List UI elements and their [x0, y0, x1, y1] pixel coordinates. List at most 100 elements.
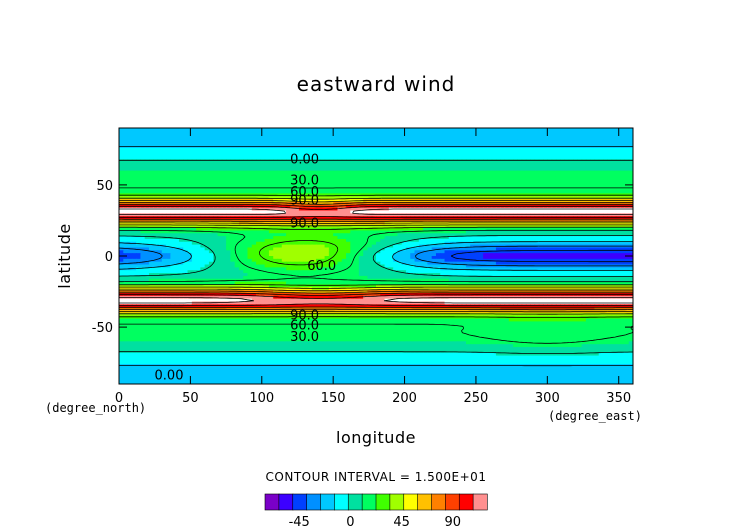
- field-cell: [311, 230, 317, 234]
- field-cell: [380, 184, 386, 189]
- field-cell: [500, 142, 506, 146]
- field-cell: [153, 173, 159, 177]
- field-cell: [380, 238, 386, 243]
- field-cell: [303, 236, 309, 240]
- field-cell: [508, 159, 514, 163]
- field-cell: [620, 184, 626, 189]
- field-cell: [170, 213, 176, 217]
- field-cell: [217, 159, 223, 163]
- field-cell: [260, 241, 266, 246]
- field-cell: [286, 216, 291, 220]
- field-cell: [316, 162, 321, 166]
- field-cell: [534, 199, 540, 203]
- field-cell: [140, 201, 146, 206]
- field-cell: [303, 187, 309, 192]
- field-cell: [628, 142, 633, 146]
- field-cell: [341, 210, 347, 214]
- field-cell: [127, 201, 133, 206]
- field-cell: [444, 139, 450, 143]
- field-cell: [324, 128, 330, 132]
- field-cell: [628, 238, 633, 243]
- field-cell: [294, 219, 300, 223]
- field-cell: [491, 179, 497, 183]
- field-cell: [213, 167, 219, 172]
- field-cell: [256, 201, 261, 206]
- field-cell: [294, 207, 300, 212]
- field-cell: [174, 176, 180, 180]
- field-cell: [119, 213, 124, 217]
- field-cell: [525, 241, 531, 246]
- field-cell: [615, 182, 621, 186]
- field-cell: [598, 153, 604, 158]
- field-cell: [573, 128, 578, 132]
- field-cell: [136, 227, 142, 231]
- field-cell: [127, 244, 133, 249]
- field-cell: [217, 147, 223, 152]
- field-cell: [256, 130, 261, 135]
- field-cell: [405, 216, 411, 220]
- field-cell: [547, 233, 553, 237]
- field-cell: [363, 233, 369, 237]
- field-cell: [551, 128, 557, 132]
- field-cell: [161, 199, 167, 203]
- field-cell: [448, 147, 454, 152]
- field-cell: [410, 210, 416, 214]
- field-cell: [290, 162, 296, 166]
- field-cell: [208, 244, 214, 249]
- field-cell: [508, 173, 514, 177]
- field-cell: [371, 136, 377, 140]
- field-cell: [324, 170, 330, 175]
- field-cell: [410, 176, 416, 180]
- field-cell: [513, 176, 518, 180]
- field-cell: [573, 210, 578, 214]
- field-cell: [457, 164, 463, 169]
- field-cell: [157, 184, 163, 189]
- field-cell: [196, 130, 201, 135]
- field-cell: [354, 187, 360, 192]
- field-cell: [200, 176, 206, 180]
- field-cell: [341, 136, 347, 140]
- field-cell: [273, 133, 279, 138]
- field-cell: [320, 238, 326, 243]
- field-cell: [440, 238, 446, 243]
- field-cell: [123, 147, 129, 152]
- field-cell: [620, 233, 626, 237]
- field-cell: [628, 230, 633, 234]
- field-cell: [354, 210, 360, 214]
- field-cell: [268, 142, 274, 146]
- field-cell: [136, 164, 142, 169]
- field-cell: [174, 210, 180, 214]
- field-cell: [444, 236, 450, 240]
- field-cell: [316, 241, 321, 246]
- field-cell: [217, 219, 223, 223]
- field-cell: [157, 213, 163, 217]
- field-cell: [607, 233, 613, 237]
- field-cell: [495, 227, 501, 231]
- field-cell: [465, 130, 471, 135]
- field-cell: [264, 230, 270, 234]
- field-cell: [500, 182, 506, 186]
- field-cell: [435, 213, 441, 217]
- field-cell: [427, 153, 433, 158]
- field-cell: [573, 230, 578, 234]
- field-cell: [234, 176, 240, 180]
- field-cell: [234, 233, 240, 237]
- field-cell: [624, 216, 630, 220]
- field-cell: [423, 213, 428, 217]
- field-cell: [200, 162, 206, 166]
- field-cell: [431, 187, 437, 192]
- field-cell: [590, 221, 596, 226]
- field-cell: [230, 184, 236, 189]
- field-cell: [196, 210, 201, 214]
- field-cell: [603, 170, 608, 175]
- field-cell: [247, 244, 253, 249]
- field-cell: [230, 190, 236, 195]
- field-cell: [136, 244, 142, 249]
- field-cell: [303, 139, 309, 143]
- field-cell: [183, 213, 189, 217]
- field-cell: [234, 244, 240, 249]
- field-cell: [337, 196, 343, 200]
- field-cell: [581, 153, 587, 158]
- field-cell: [307, 136, 313, 140]
- field-cell: [376, 201, 381, 206]
